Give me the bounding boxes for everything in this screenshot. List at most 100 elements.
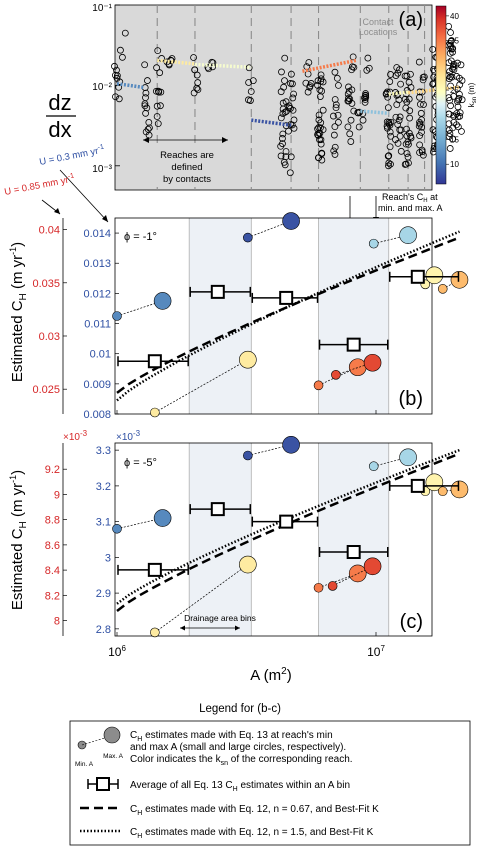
drainage-bins-annotation: Drainage area bins: [180, 613, 256, 631]
slope-point-12: [121, 29, 129, 37]
slope-point-30: [156, 69, 164, 77]
slope-point-103: [305, 59, 313, 66]
fit-segment-1: [116, 81, 146, 90]
slope-point-34: [155, 87, 162, 95]
slope-point-48: [194, 86, 202, 94]
slope-point-259: [416, 100, 424, 108]
slope-point-189: [387, 132, 395, 140]
slope-point-276: [418, 148, 426, 156]
panel-b-label: (b): [399, 388, 423, 410]
bin-average-marker-5: [410, 478, 425, 493]
red-tick-label-1: 0.025: [32, 384, 60, 396]
eq13-circle-pairs-c: [112, 435, 469, 638]
slope-point-76: [277, 152, 285, 160]
slope-point-172: [359, 110, 367, 118]
pair-link-5: [332, 565, 373, 587]
slope-point-97: [286, 169, 294, 177]
slope-point-142: [331, 143, 339, 151]
slope-point-235: [405, 140, 412, 148]
ylabel-b: Estimated CH (m yr-1): [8, 242, 29, 382]
panel-c: 2.8 2.9 3 3.1 3.2 3.3 8 8.2 8.4 8.6 8.8 9 9.2 ϕ = -…: [8, 429, 469, 684]
slope-point-168: [349, 53, 357, 61]
slope-point-187: [362, 92, 369, 100]
svg-text:dz: dz: [48, 90, 71, 115]
slope-point-222: [393, 101, 401, 109]
slope-point-163: [347, 138, 355, 145]
slope-point-4: [115, 95, 123, 103]
slope-point-144: [332, 104, 340, 112]
slope-point-63: [247, 97, 254, 104]
bin-average-marker-2: [210, 502, 225, 517]
slope-point-107: [307, 80, 315, 87]
ytick-a-1: 10⁻¹: [92, 3, 112, 14]
bin-average-marker-1: [147, 354, 162, 369]
blue-tick-label-1: 0.008: [83, 409, 111, 421]
colorbar-tick-label-7: 40: [450, 12, 459, 21]
slope-point-178: [364, 54, 372, 62]
pair-min-circle-8: [437, 486, 448, 497]
slope-point-158: [346, 95, 354, 103]
slope-point-241: [403, 72, 411, 80]
panel-a-label: (a): [399, 9, 423, 31]
pair-min-circle-2: [150, 627, 160, 638]
slope-point-71: [281, 108, 289, 116]
ytick-a-2: 10⁻²: [92, 82, 112, 93]
blue-tick-label-6: 3.3: [96, 445, 111, 457]
slope-point-339: [449, 48, 456, 56]
bin-shade-3: [318, 218, 389, 414]
fit-segment-4: [251, 118, 292, 127]
pair-max-circle-6: [399, 226, 417, 244]
blue-tick-label-5: 3.2: [96, 481, 111, 493]
slope-point-214: [396, 66, 403, 74]
red-tick-label-3: 0.035: [32, 278, 60, 290]
contact-locations-label: Contact Locations: [359, 17, 398, 37]
slope-point-120: [314, 125, 321, 133]
slope-point-27: [153, 113, 161, 120]
curve-n15: [116, 230, 460, 402]
blue-multiplier-c: ×10-3: [116, 429, 141, 443]
slope-point-8: [112, 71, 119, 79]
slope-point-264: [415, 58, 423, 66]
slope-point-137: [317, 136, 325, 144]
slope-point-10: [119, 53, 126, 61]
pair-max-circle-1: [153, 292, 172, 310]
slope-point-346: [449, 135, 457, 143]
svg-text:Drainage area bins: Drainage area bins: [184, 613, 256, 623]
slope-point-11: [116, 78, 124, 86]
slope-point-150: [329, 112, 337, 120]
slope-point-146: [330, 147, 338, 155]
panel-c-label: (c): [400, 611, 423, 633]
pair-link-3: [247, 444, 292, 456]
pair-min-circle-3: [243, 232, 253, 243]
slope-point-74: [279, 130, 287, 138]
slope-point-249: [403, 98, 411, 106]
reaches-annotation: Reaches are defined by contacts: [143, 137, 228, 185]
slope-point-60: [245, 64, 253, 72]
pair-min-circle-4: [313, 380, 324, 391]
curve-n067: [116, 236, 460, 394]
slope-point-260: [419, 76, 427, 84]
slope-point-151: [331, 68, 339, 76]
slope-point-21: [142, 109, 150, 117]
slope-point-132: [319, 106, 327, 114]
legend-box: [69, 720, 471, 846]
slope-point-200: [386, 143, 394, 151]
legend-title: Legend for (b-c): [199, 703, 281, 715]
slope-point-223: [397, 147, 405, 155]
slope-point-92: [288, 70, 295, 78]
slope-point-23: [145, 119, 153, 126]
fit-segment-8: [407, 85, 460, 95]
slope-point-169: [344, 123, 352, 131]
colorbar-tick-label-5: 30: [450, 61, 459, 70]
slope-point-195: [384, 104, 392, 112]
slope-point-175: [356, 108, 363, 116]
slope-point-51: [193, 84, 201, 92]
slope-point-5: [113, 66, 120, 74]
eq12-curves-c: [116, 448, 460, 612]
bin-average-marker-1: [147, 562, 162, 577]
slope-point-176: [359, 116, 367, 124]
slope-point-278: [418, 116, 426, 124]
slope-point-40: [167, 56, 175, 64]
slope-point-348: [447, 42, 455, 49]
